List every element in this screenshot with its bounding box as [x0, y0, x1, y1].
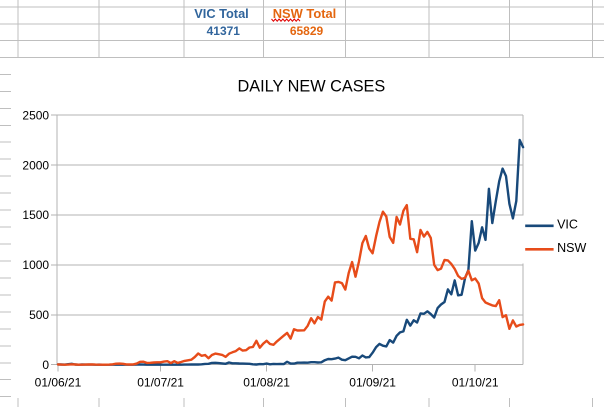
svg-text:NSW: NSW [557, 241, 586, 255]
svg-text:NSW Total: NSW Total [273, 6, 337, 21]
svg-text:0: 0 [42, 358, 49, 372]
svg-text:1000: 1000 [22, 258, 49, 272]
svg-text:VIC Total: VIC Total [194, 6, 249, 21]
svg-text:500: 500 [29, 308, 49, 322]
svg-text:01/10/21: 01/10/21 [452, 375, 499, 389]
svg-text:2500: 2500 [22, 108, 49, 122]
svg-text:DAILY NEW CASES: DAILY NEW CASES [238, 78, 386, 96]
svg-text:VIC: VIC [557, 218, 578, 232]
svg-text:1500: 1500 [22, 208, 49, 222]
svg-text:01/06/21: 01/06/21 [35, 375, 82, 389]
svg-text:65829: 65829 [290, 24, 324, 38]
svg-text:2000: 2000 [22, 158, 49, 172]
svg-text:01/09/21: 01/09/21 [349, 375, 396, 389]
svg-text:01/08/21: 01/08/21 [243, 375, 290, 389]
svg-text:01/07/21: 01/07/21 [137, 375, 184, 389]
svg-text:41371: 41371 [207, 24, 241, 38]
